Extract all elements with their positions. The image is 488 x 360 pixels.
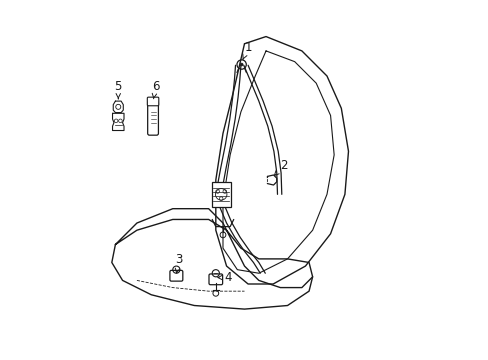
FancyBboxPatch shape	[147, 101, 158, 135]
FancyBboxPatch shape	[147, 97, 159, 106]
Text: 6: 6	[151, 80, 159, 99]
Text: 4: 4	[218, 271, 232, 284]
FancyBboxPatch shape	[169, 270, 183, 281]
Bar	[211, 182, 230, 207]
Circle shape	[240, 63, 243, 66]
Text: 3: 3	[175, 253, 183, 273]
Text: 2: 2	[274, 159, 287, 175]
Text: 1: 1	[243, 41, 251, 59]
FancyBboxPatch shape	[208, 274, 222, 285]
Text: 5: 5	[114, 80, 122, 99]
